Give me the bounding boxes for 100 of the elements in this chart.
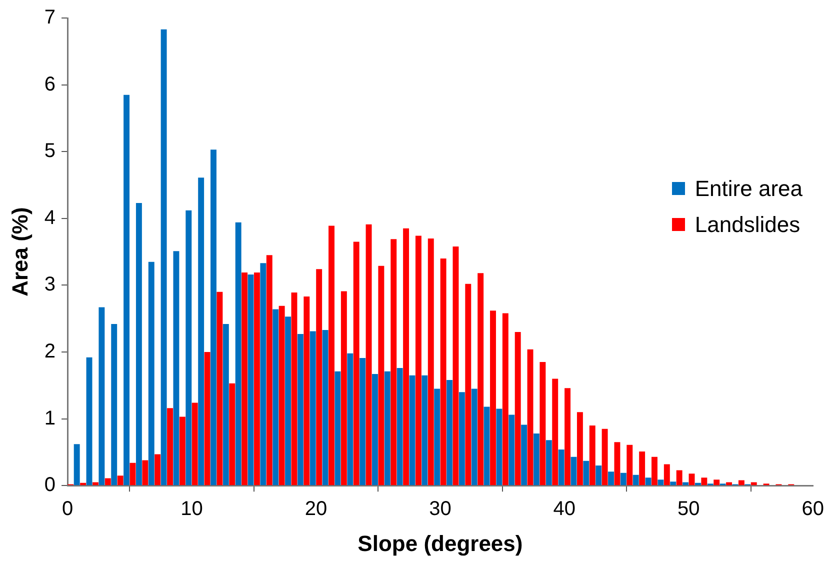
bar [465,284,472,486]
bar [396,368,403,486]
legend-label: Landslides [694,212,800,238]
bar [458,392,465,486]
bar [130,462,136,486]
y-tick-label: 5 [44,140,56,162]
bar [104,478,111,486]
bar [142,460,148,486]
y-axis-title: Area (%) [7,207,32,296]
bar [148,262,154,486]
bar [608,472,614,486]
bar [98,307,105,486]
bar [558,450,564,486]
y-tick-label: 7 [44,6,56,29]
bar [664,464,670,486]
x-tick-label: 10 [180,498,203,520]
bar [278,306,285,486]
bar [632,474,639,486]
bar [179,416,186,486]
x-tick-label: 0 [62,498,74,520]
bar [186,210,192,486]
bar [136,203,142,486]
bar [74,444,80,486]
bar [614,442,620,486]
bar [403,228,410,486]
x-tick-label: 40 [553,498,576,520]
legend-label: Entire area [694,176,802,202]
bar [701,478,708,486]
bar [322,330,328,486]
bar [334,371,341,486]
bar [167,408,173,486]
bar [540,362,546,486]
bar [347,353,354,486]
x-tick-label: 30 [429,498,452,520]
bar [570,456,577,486]
bar [353,242,360,486]
bar [434,388,440,486]
bar [670,482,676,486]
bar [222,324,229,486]
bar [254,272,260,486]
bar [310,331,316,486]
y-tick-label: 4 [44,206,56,229]
bar [484,406,490,486]
bar [533,433,540,486]
y-tick-label: 2 [44,340,56,363]
bar [210,150,216,486]
bar [602,428,608,486]
bar [117,476,124,486]
bar [266,255,272,486]
bar [521,424,528,486]
bar [645,478,652,486]
bar [452,246,459,486]
bar [446,380,452,486]
bar [694,482,701,486]
bar [471,388,478,486]
bar [714,480,720,486]
bar [514,332,521,486]
bar [596,466,602,486]
bar [409,375,416,486]
bar [626,444,633,486]
bar [124,94,130,486]
bar [422,375,428,486]
bar [316,269,322,486]
bar [173,251,180,486]
bar [440,258,446,486]
bar [658,480,664,486]
bar [291,292,298,486]
bar [527,349,534,486]
bar [496,408,502,486]
y-tick-label: 0 [44,474,56,496]
bar [490,310,496,486]
y-tick-label: 3 [44,274,56,296]
bar [738,480,744,486]
bar [204,352,210,486]
bar [428,238,434,486]
bar [502,313,508,486]
bar [160,29,167,486]
bar [80,482,86,486]
x-tick-label: 50 [678,498,700,520]
bar [415,236,422,486]
bar [378,266,384,486]
bar [297,334,304,486]
bar [372,374,378,486]
bar [478,273,484,486]
bar [216,292,223,486]
bar [86,357,92,486]
y-tick-label: 6 [44,73,56,96]
bar [304,296,310,486]
bar [328,226,334,486]
bar [688,474,695,486]
bar [508,414,515,486]
bar [198,178,204,486]
bar [589,425,596,486]
bar [546,440,552,486]
x-axis-title: Slope (degrees) [358,530,523,556]
bar [340,291,347,486]
bar [676,470,682,486]
bar [366,224,372,486]
y-tick-label: 1 [44,407,56,430]
bar [639,452,646,486]
